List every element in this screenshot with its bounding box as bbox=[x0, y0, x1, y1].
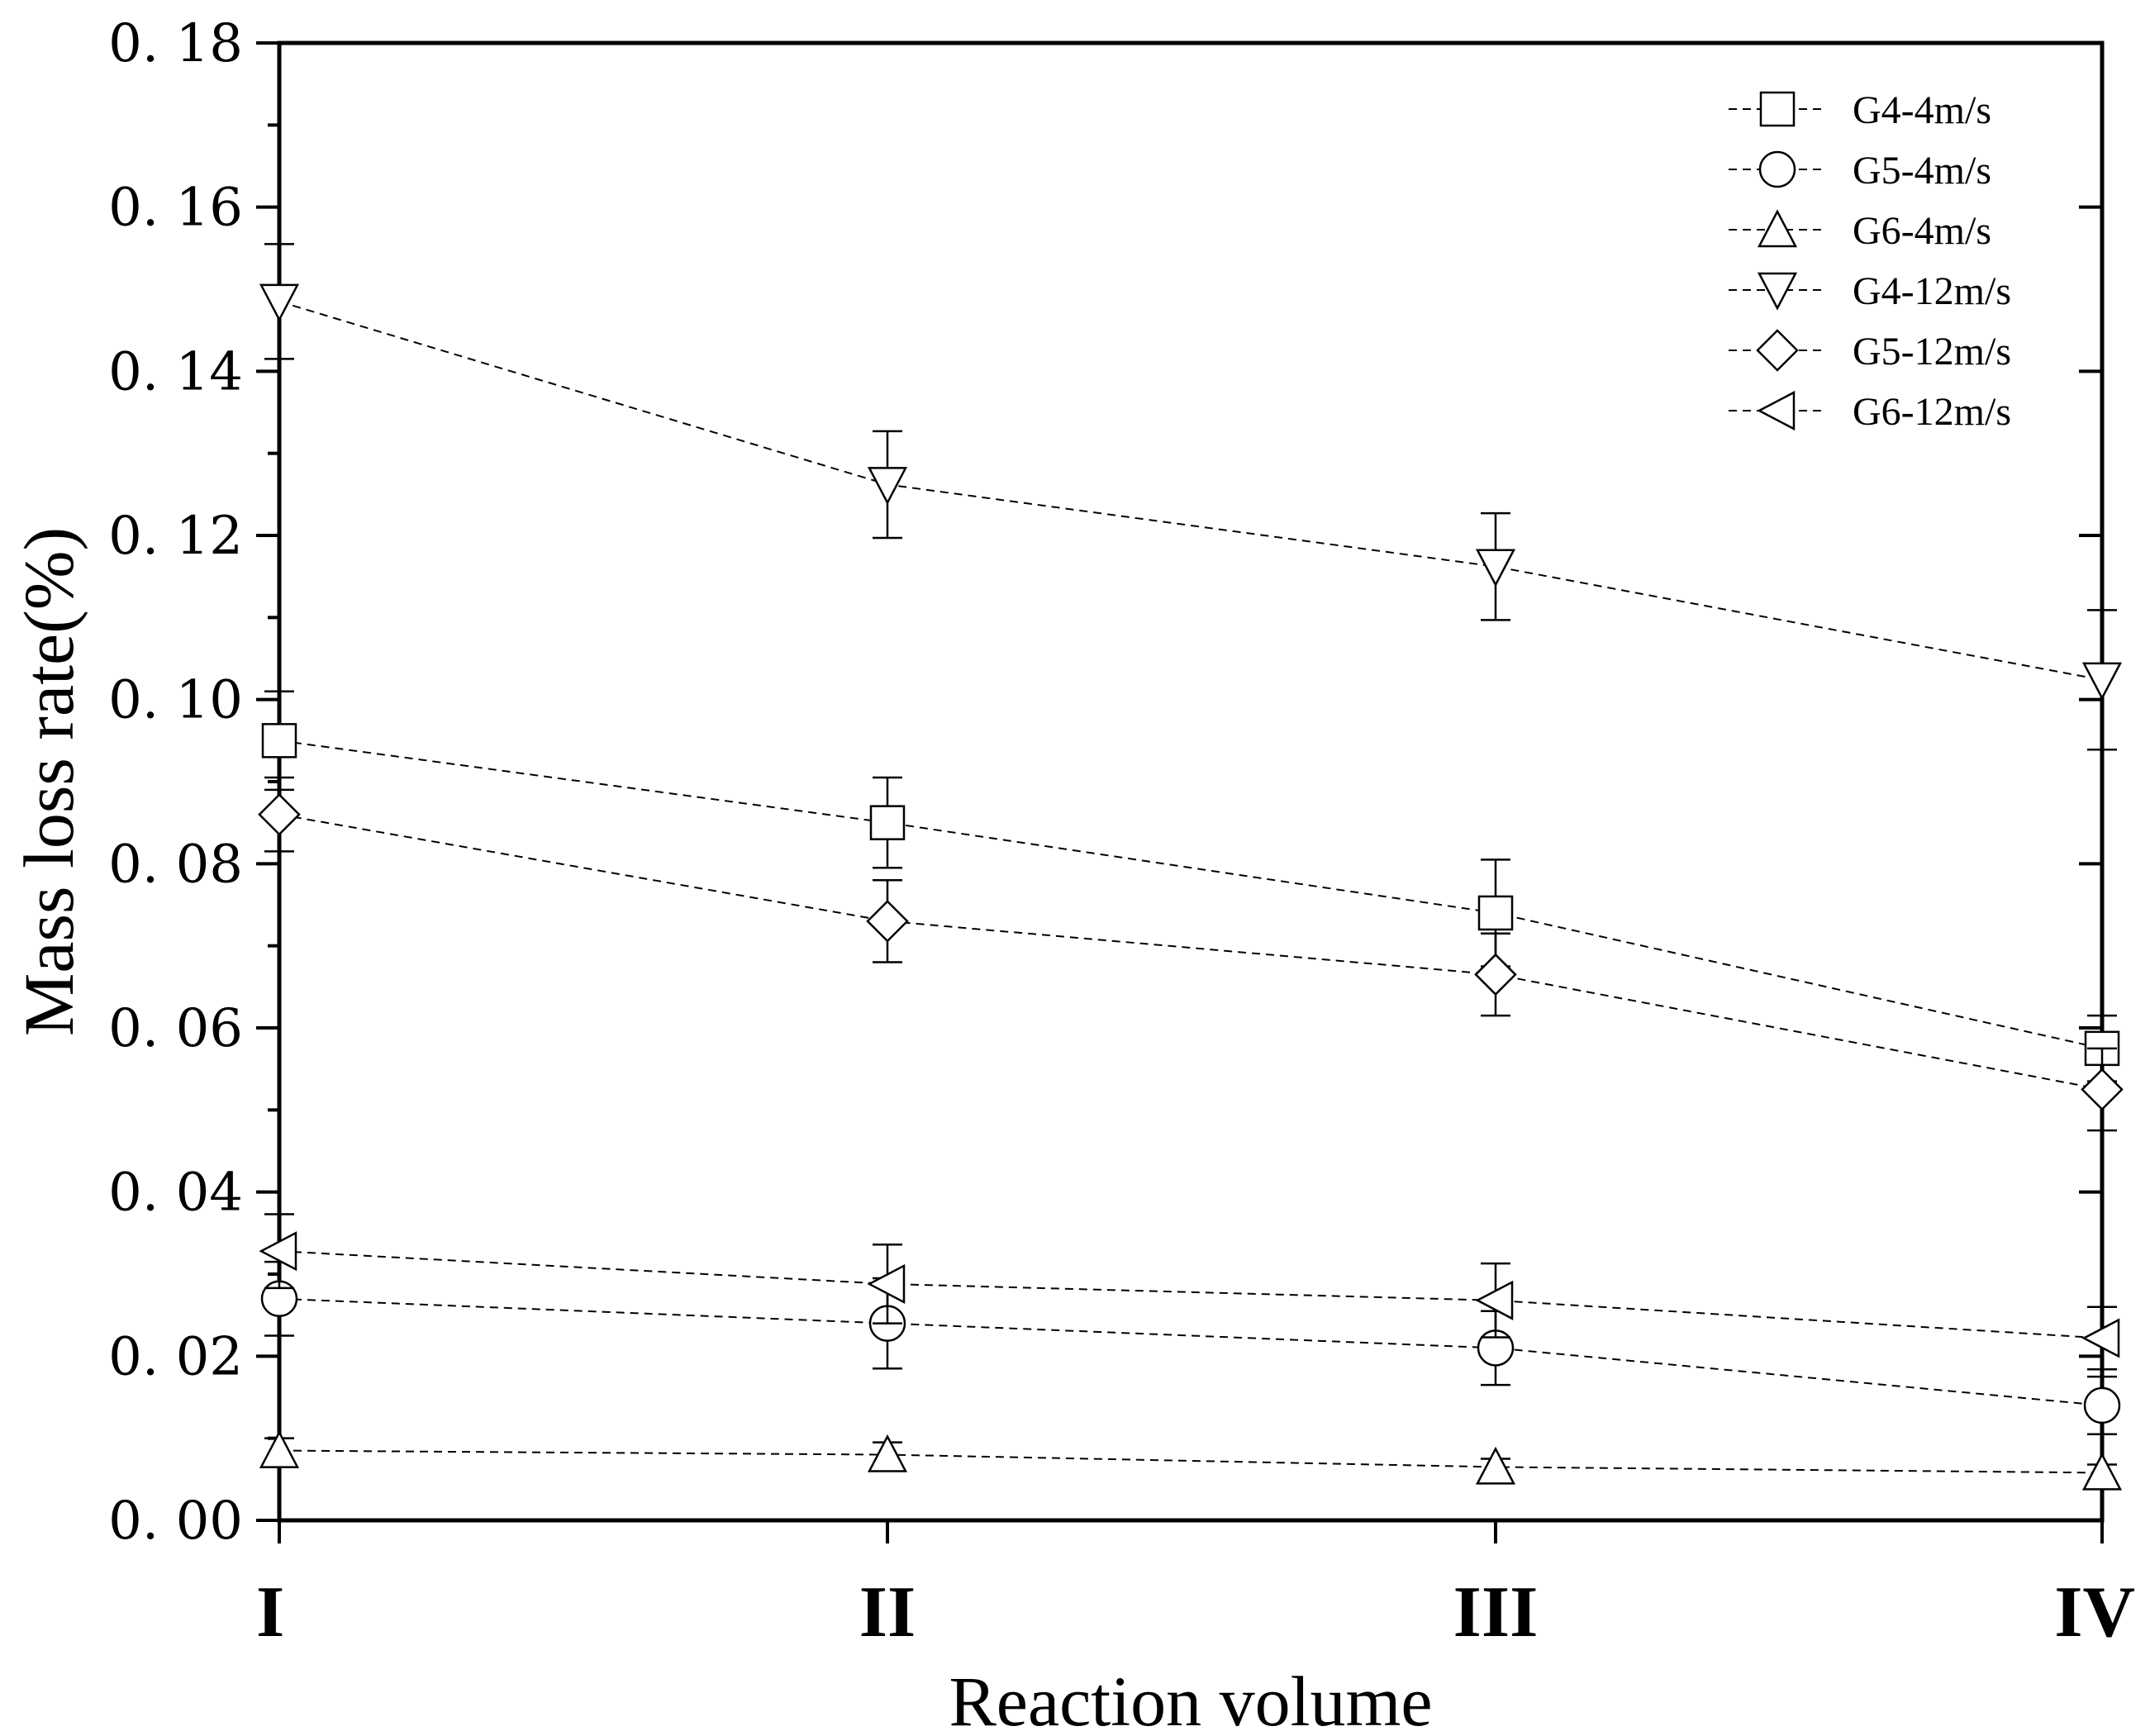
data-point bbox=[867, 1263, 906, 1304]
series-line bbox=[278, 300, 2103, 681]
data-point bbox=[2081, 1068, 2124, 1111]
legend-label: G6-12m/s bbox=[1853, 390, 2011, 434]
series-G4-4m/s bbox=[261, 690, 2120, 1082]
y-tick-label: 0. 00 bbox=[108, 1491, 243, 1552]
data-point bbox=[1475, 549, 1516, 587]
series-layer bbox=[258, 243, 2124, 1491]
legend-marker bbox=[1756, 329, 1799, 372]
legend-item: G4-12m/s bbox=[1729, 269, 2011, 313]
series-line bbox=[278, 1250, 2103, 1339]
legend-marker bbox=[1758, 150, 1796, 188]
legend-label: G4-12m/s bbox=[1853, 269, 2011, 313]
legend-item: G4-4m/s bbox=[1729, 88, 1991, 132]
y-axis-title: Mass loss rate(%) bbox=[9, 527, 88, 1036]
y-tick-label: 0. 10 bbox=[108, 670, 243, 731]
legend-marker bbox=[1757, 209, 1798, 248]
x-category-label: IV bbox=[2054, 1572, 2135, 1653]
x-category-label: I bbox=[256, 1572, 284, 1653]
legend-item: G6-12m/s bbox=[1729, 390, 2011, 434]
legend-marker bbox=[1757, 272, 1798, 311]
y-tick-label: 0. 16 bbox=[108, 178, 243, 239]
data-point bbox=[261, 723, 297, 759]
data-point bbox=[259, 1429, 300, 1468]
y-axis-tick-labels: 0. 00 0. 02 0. 04 0. 06 0. 08 0. 10 0. 12 0. 14… bbox=[108, 13, 243, 1552]
x-axis-ticks bbox=[278, 1520, 2104, 1543]
data-point bbox=[866, 900, 909, 943]
x-axis-category-labels: I II III IV bbox=[256, 1572, 2135, 1653]
series-G4-12m/s bbox=[259, 243, 2123, 751]
data-point bbox=[1475, 1446, 1516, 1485]
data-point bbox=[867, 467, 908, 506]
data-point bbox=[258, 792, 301, 836]
y-tick-label: 0. 04 bbox=[108, 1163, 243, 1224]
x-axis-title: Reaction volume bbox=[949, 1662, 1432, 1736]
legend-marker bbox=[1757, 390, 1796, 431]
y-tick-label: 0. 12 bbox=[108, 506, 243, 567]
y-tick-label: 0. 08 bbox=[108, 834, 243, 895]
legend: G4-4m/s G5-4m/s G6-4m/s G4-12m/s G5-12m/s G6-… bbox=[1729, 88, 2011, 434]
legend-label: G5-12m/s bbox=[1853, 330, 2011, 373]
y-tick-label: 0. 02 bbox=[108, 1326, 243, 1387]
series-line bbox=[278, 813, 2103, 1091]
legend-item: G5-4m/s bbox=[1729, 149, 1991, 193]
legend-label: G6-4m/s bbox=[1853, 209, 1991, 253]
data-point bbox=[2081, 662, 2123, 701]
series-G5-4m/s bbox=[260, 1260, 2121, 1435]
legend-label: G4-4m/s bbox=[1853, 88, 1991, 132]
plot-frame bbox=[277, 40, 2105, 1523]
data-point bbox=[259, 1231, 297, 1272]
data-point bbox=[1474, 953, 1517, 996]
series-line bbox=[278, 1297, 2103, 1406]
series-line bbox=[278, 1449, 2103, 1474]
legend-item: G5-12m/s bbox=[1729, 329, 2011, 373]
y-tick-label: 0. 14 bbox=[108, 341, 243, 402]
series-line bbox=[278, 740, 2103, 1049]
y-tick-label: 0. 06 bbox=[108, 998, 243, 1059]
legend-item: G6-4m/s bbox=[1729, 209, 1991, 253]
series-G6-4m/s bbox=[259, 1429, 2123, 1491]
data-point bbox=[1477, 895, 1514, 931]
data-point bbox=[869, 805, 906, 840]
data-point bbox=[867, 1434, 908, 1472]
data-point bbox=[1475, 1280, 1514, 1320]
x-category-label: III bbox=[1453, 1572, 1539, 1653]
legend-marker bbox=[1759, 91, 1796, 127]
x-category-label: II bbox=[859, 1572, 916, 1653]
data-point bbox=[2081, 1452, 2123, 1491]
series-G6-12m/s bbox=[259, 1213, 2120, 1371]
y-axis-ticks bbox=[256, 41, 2102, 1522]
data-point bbox=[2081, 1318, 2120, 1358]
y-tick-label: 0. 18 bbox=[108, 13, 243, 74]
legend-label: G5-4m/s bbox=[1853, 149, 1991, 193]
series-G5-12m/s bbox=[258, 776, 2124, 1132]
data-point bbox=[2083, 1386, 2121, 1424]
data-point bbox=[259, 283, 300, 322]
